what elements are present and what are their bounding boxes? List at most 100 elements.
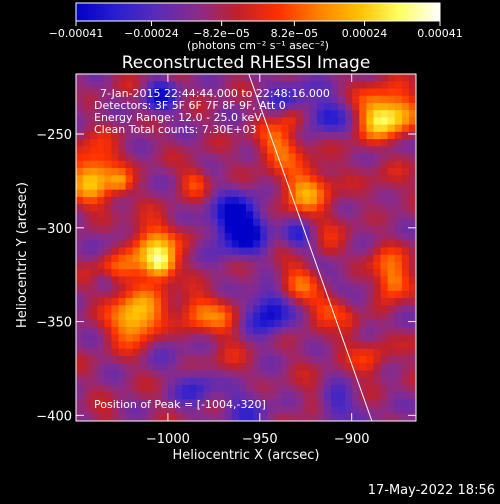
heatmap-cell [281,363,289,371]
heatmap-cell [373,247,381,256]
heatmap-cell [175,406,183,415]
heatmap-cell [253,167,261,176]
heatmap-cell [274,392,282,400]
heatmap-cell [260,182,268,191]
heatmap-cell [161,269,169,277]
x-tick-label: −1000 [146,432,190,447]
heatmap-cell [111,81,119,89]
heatmap-cell [175,218,183,227]
heatmap-cell [125,319,134,328]
heatmap-cell [217,363,226,371]
heatmap-cell [352,276,360,285]
heatmap-cell [323,102,332,111]
heatmap-cell [238,131,247,140]
heatmap-cell [331,399,339,407]
heatmap-cell [345,377,353,386]
heatmap-cell [288,240,296,248]
heatmap-cell [260,341,268,350]
heatmap-cell [338,334,346,342]
heatmap-cell [281,175,289,183]
heatmap-cell [281,153,289,162]
heatmap-cell [90,269,98,277]
heatmap-cell [196,269,204,277]
heatmap-cell [203,196,211,205]
heatmap-cell [394,211,403,219]
heatmap-cell [345,167,353,176]
heatmap-cell [76,290,84,299]
heatmap-cell [274,74,282,82]
heatmap-cell [231,363,240,371]
heatmap-cell [408,327,416,335]
heatmap-cell [189,312,197,321]
heatmap-cell [345,355,353,364]
heatmap-cell [139,189,148,198]
heatmap-cell [401,276,410,285]
heatmap-cell [210,384,219,393]
heatmap-cell [83,261,91,270]
heatmap-cell [316,139,325,147]
heatmap-cell [309,384,318,393]
heatmap-cell [359,334,367,342]
heatmap-cell [253,305,261,313]
heatmap-cell [253,312,261,321]
heatmap-cell [104,117,112,126]
heatmap-cell [76,305,84,313]
heatmap-cell [331,88,339,97]
heatmap-cell [111,370,119,379]
heatmap-cell [359,363,367,371]
heatmap-cell [295,384,304,393]
heatmap-cell [295,189,304,198]
heatmap-cell [408,269,416,277]
heatmap-cell [125,88,134,97]
heatmap-cell [97,370,105,379]
heatmap-cell [352,153,360,162]
heatmap-cell [90,102,98,111]
heatmap-cell [111,283,119,292]
heatmap-cell [90,327,98,335]
heatmap-cell [366,327,374,335]
heatmap-cell [217,370,226,379]
heatmap-cell [224,218,233,227]
heatmap-cell [90,160,98,169]
heatmap-cell [323,261,332,270]
heatmap-cell [153,139,162,147]
heatmap-cell [146,276,155,285]
heatmap-cell [125,298,134,306]
heatmap-cell [231,131,240,140]
heatmap-cell [76,240,84,248]
heatmap-cell [366,254,374,263]
heatmap-cell [238,160,247,169]
heatmap-cell [281,413,289,421]
heatmap-cell [111,269,119,277]
heatmap-cell [338,312,346,321]
heatmap-cell [231,276,240,285]
heatmap-cell [394,312,403,321]
heatmap-cell [338,327,346,335]
heatmap-cell [175,290,183,299]
heatmap-cell [132,117,141,126]
x-tick-label: −950 [242,432,278,447]
heatmap-cell [146,413,155,421]
heatmap-cell [338,233,346,241]
heatmap-cell [168,355,176,364]
heatmap-cell [203,74,211,82]
heatmap-cell [352,247,360,256]
heatmap-cell [238,218,247,227]
heatmap-cell [387,399,396,407]
heatmap-cell [111,254,119,263]
heatmap-cell [260,406,268,415]
heatmap-cell [253,146,261,154]
heatmap-cell [104,196,112,205]
heatmap-cell [203,290,211,299]
heatmap-cell [253,276,261,285]
heatmap-cell [338,131,346,140]
heatmap-cell [267,117,275,126]
heatmap-cell [196,327,204,335]
heatmap-cell [132,341,141,350]
heatmap-cell [260,74,268,82]
heatmap-cell [146,377,155,386]
heatmap-cell [281,189,289,198]
heatmap-cell [274,247,282,256]
heatmap-cell [168,167,176,176]
heatmap-cell [359,81,367,89]
